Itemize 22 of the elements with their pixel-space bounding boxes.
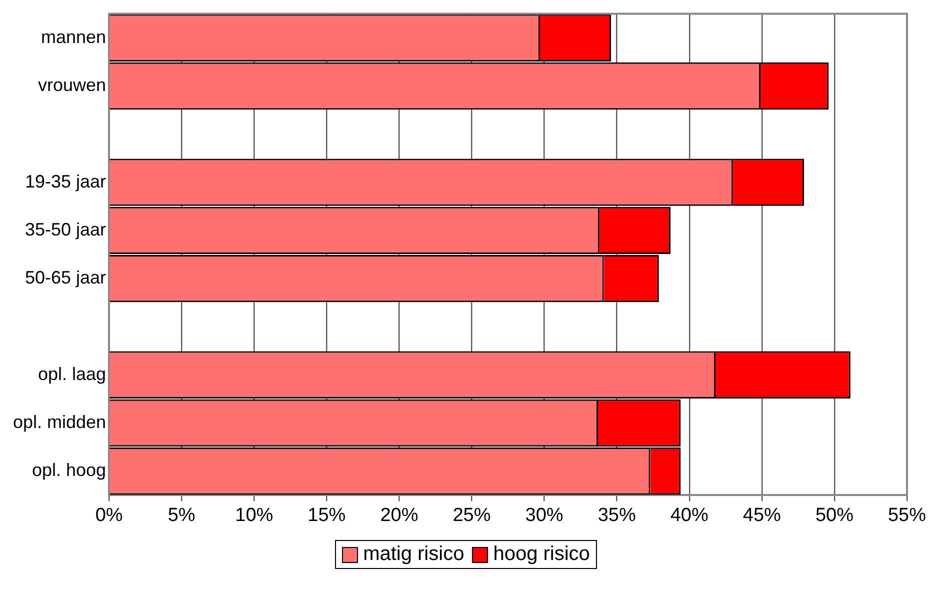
x-tick-label: 45% [742,504,782,526]
x-tick-label: 30% [525,504,564,526]
x-tick-label: 50% [815,504,854,526]
x-tick-label: 35% [598,504,636,526]
x-tick-label: 0% [95,504,123,526]
y-tick-label: 35-50 jaar [24,219,106,240]
text: matig risico [363,543,464,566]
y-tick-label: opl. laag [38,364,106,384]
y-tick-label: 19-35 jaar [24,171,106,192]
y-tick-label: opl. hoog [32,460,106,480]
x-tick-label: 10% [235,504,274,526]
x-tick-label: 20% [380,504,418,526]
legend-label: hoog risico [493,543,590,566]
x-tick-label: 40% [670,504,708,526]
x-tick-label: 15% [308,504,346,526]
x-tick-label: 5% [168,504,196,526]
y-tick-label: 50-65 jaar [24,268,106,288]
x-tick-label: 55% [888,504,926,526]
y-tick-label: vrouwen [38,74,106,95]
x-tick-label: 25% [452,504,491,526]
y-tick-label: mannen [40,26,106,47]
y-tick-label: opl. midden [12,412,106,432]
